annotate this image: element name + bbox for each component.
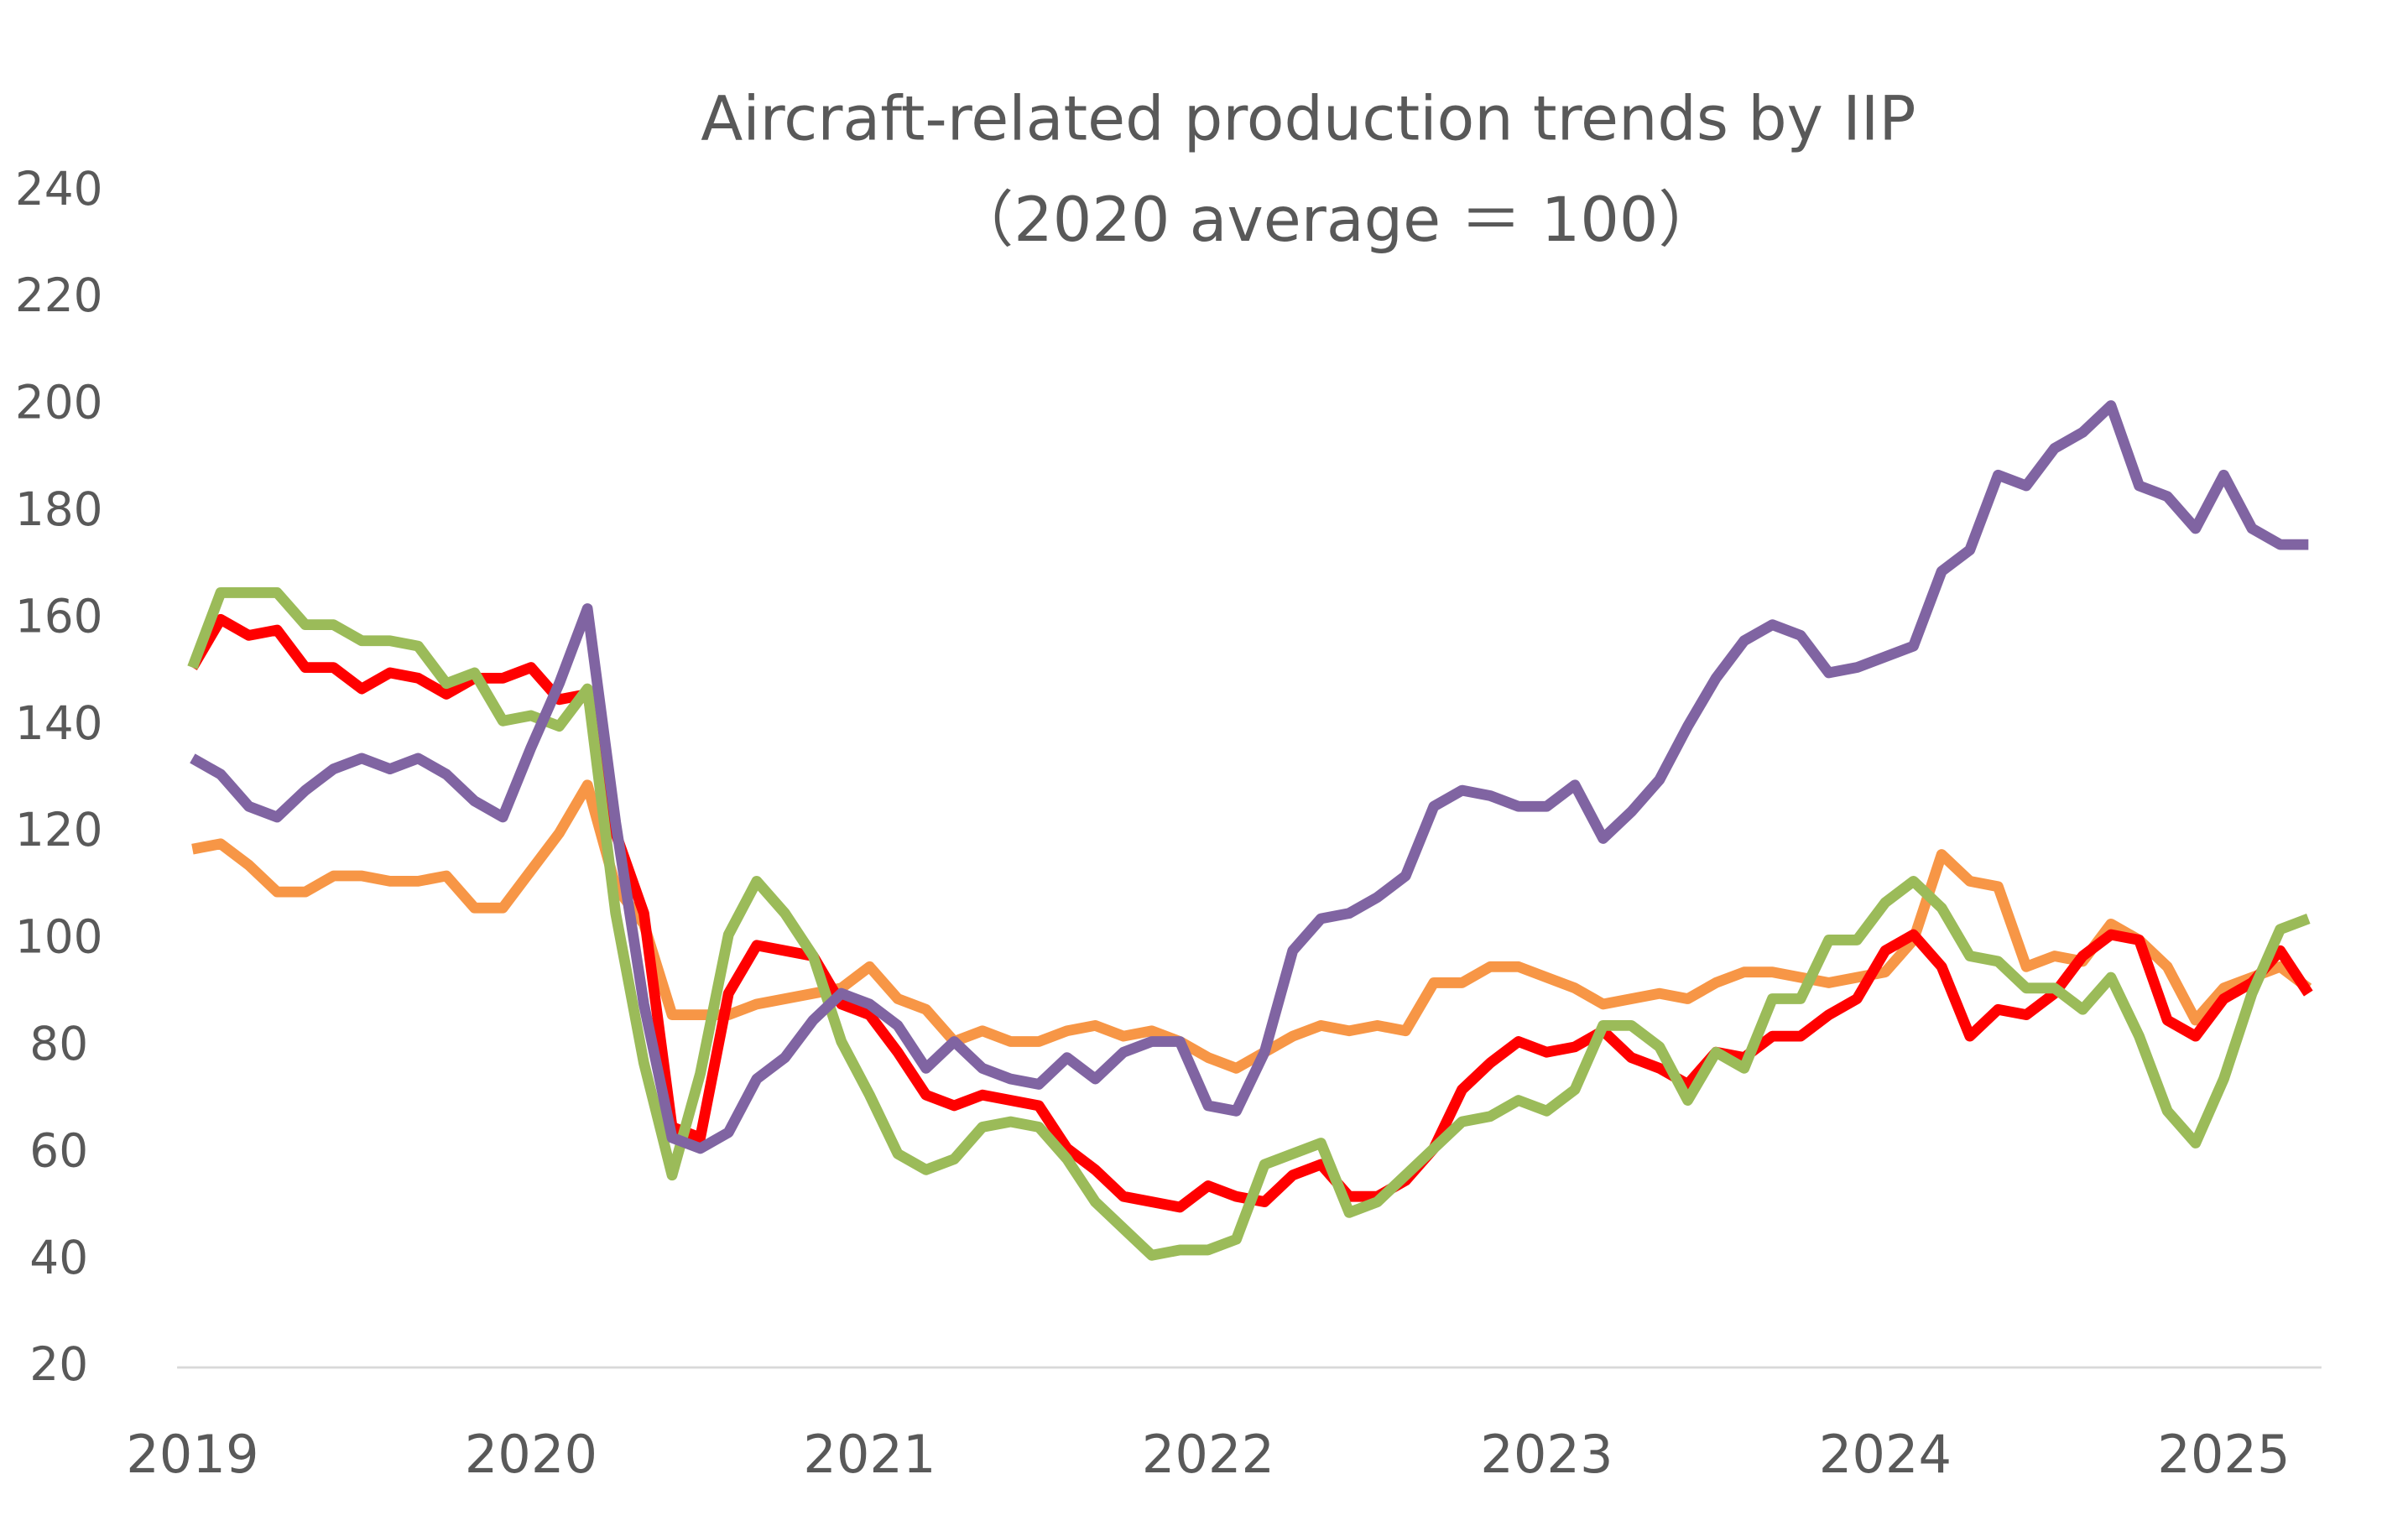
chart-title: Aircraft-related production trends by II…: [701, 83, 1915, 154]
series-line: [191, 779, 2312, 1074]
x-tick-label: 2021: [803, 1424, 936, 1485]
y-tick-label: 140: [15, 696, 103, 750]
y-tick-label: 160: [15, 589, 103, 643]
y-tick-label: 100: [15, 910, 103, 964]
series-line: [190, 400, 2309, 1154]
y-tick-label: 200: [15, 376, 103, 430]
y-tick-label: 120: [15, 803, 103, 857]
y-tick-label: 180: [15, 482, 103, 536]
x-tick-label: 2023: [1480, 1424, 1613, 1485]
y-tick-label: 20: [29, 1337, 88, 1391]
y-tick-label: 240: [15, 162, 103, 216]
x-tick-label: 2025: [2157, 1424, 2290, 1485]
series-line: [187, 613, 2313, 1213]
y-tick-label: 40: [29, 1231, 88, 1284]
y-tick-label: 80: [29, 1017, 88, 1070]
y-tick-label: 60: [29, 1123, 88, 1177]
y-tick-label: 220: [15, 268, 103, 322]
series-line: [187, 587, 2311, 1261]
chart-subtitle: （2020 average ＝ 100）: [952, 185, 1720, 256]
x-tick-label: 2019: [126, 1424, 258, 1485]
x-tick-label: 2022: [1142, 1424, 1274, 1485]
x-tick-label: 2020: [465, 1424, 597, 1485]
x-tick-label: 2024: [1819, 1424, 1952, 1485]
